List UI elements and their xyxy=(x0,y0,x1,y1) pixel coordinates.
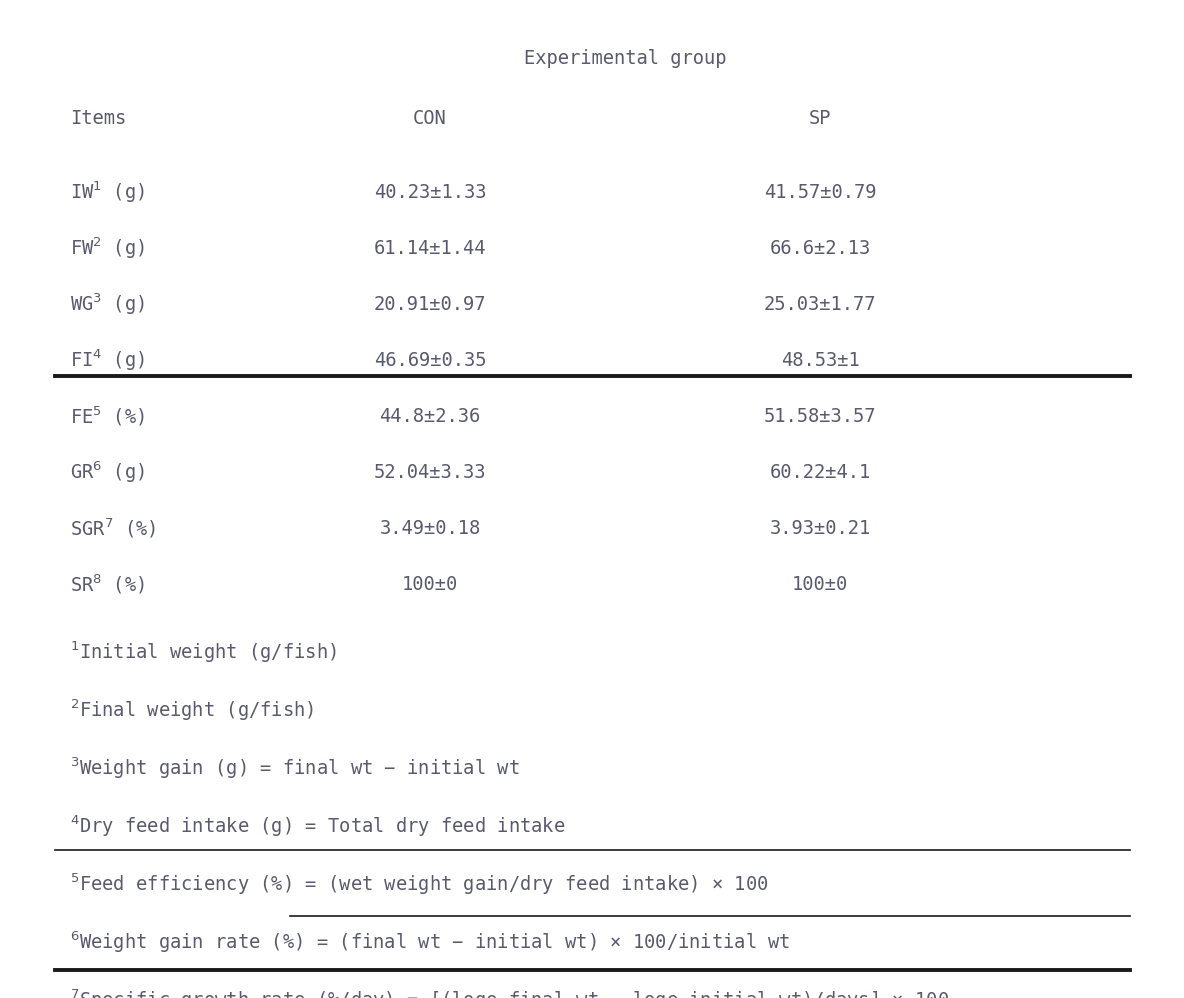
Text: SP: SP xyxy=(809,109,831,128)
Text: $^5$Feed efficiency (%) = (wet weight gain/dry feed intake) × 100: $^5$Feed efficiency (%) = (wet weight ga… xyxy=(70,871,768,897)
Text: 25.03±1.77: 25.03±1.77 xyxy=(764,294,876,313)
Text: 20.91±0.97: 20.91±0.97 xyxy=(374,294,487,313)
Text: FI$^4$ (g): FI$^4$ (g) xyxy=(70,347,144,372)
Text: $^1$Initial weight (g/fish): $^1$Initial weight (g/fish) xyxy=(70,640,336,665)
Text: Experimental group: Experimental group xyxy=(523,49,726,68)
Text: 100±0: 100±0 xyxy=(792,575,848,594)
Text: 100±0: 100±0 xyxy=(401,575,458,594)
Text: CON: CON xyxy=(413,109,446,128)
Text: FE$^5$ (%): FE$^5$ (%) xyxy=(70,404,144,428)
Text: Items: Items xyxy=(70,109,127,128)
Text: 40.23±1.33: 40.23±1.33 xyxy=(374,183,487,202)
Text: 66.6±2.13: 66.6±2.13 xyxy=(770,239,870,257)
Text: $^6$Weight gain rate (%) = (final wt − initial wt) × 100/initial wt: $^6$Weight gain rate (%) = (final wt − i… xyxy=(70,929,791,955)
Text: GR$^6$ (g): GR$^6$ (g) xyxy=(70,459,144,485)
Text: 51.58±3.57: 51.58±3.57 xyxy=(764,406,876,425)
Text: $^7$Specific growth rate (%/day) = [(loge final wt − loge initial wt)/days] × 10: $^7$Specific growth rate (%/day) = [(log… xyxy=(70,987,950,998)
Text: $^2$Final weight (g/fish): $^2$Final weight (g/fish) xyxy=(70,698,314,723)
Text: FW$^2$ (g): FW$^2$ (g) xyxy=(70,236,144,260)
Text: $^4$Dry feed intake (g) = Total dry feed intake: $^4$Dry feed intake (g) = Total dry feed… xyxy=(70,813,566,838)
Text: 61.14±1.44: 61.14±1.44 xyxy=(374,239,487,257)
Text: 48.53±1: 48.53±1 xyxy=(780,350,860,369)
Text: WG$^3$ (g): WG$^3$ (g) xyxy=(70,291,144,316)
Text: 3.93±0.21: 3.93±0.21 xyxy=(770,519,870,538)
Text: 52.04±3.33: 52.04±3.33 xyxy=(374,462,487,481)
Text: IW$^1$ (g): IW$^1$ (g) xyxy=(70,180,144,205)
Text: 46.69±0.35: 46.69±0.35 xyxy=(374,350,487,369)
Text: $^3$Weight gain (g) = final wt − initial wt: $^3$Weight gain (g) = final wt − initial… xyxy=(70,755,520,780)
Text: SR$^8$ (%): SR$^8$ (%) xyxy=(70,572,144,596)
Text: 60.22±4.1: 60.22±4.1 xyxy=(770,462,870,481)
Text: 44.8±2.36: 44.8±2.36 xyxy=(379,406,481,425)
Text: 41.57±0.79: 41.57±0.79 xyxy=(764,183,876,202)
Text: SGR$^7$ (%): SGR$^7$ (%) xyxy=(70,516,156,540)
Text: 3.49±0.18: 3.49±0.18 xyxy=(379,519,481,538)
